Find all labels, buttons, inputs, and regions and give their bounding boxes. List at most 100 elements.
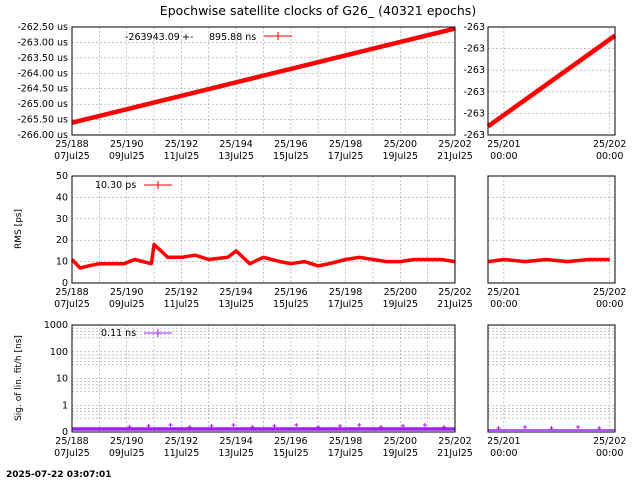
sig-point — [316, 425, 321, 429]
y-tick-label: 30 — [56, 214, 68, 225]
y-tick-label: 20 — [56, 235, 68, 246]
legend-value: 0.11 ns — [101, 328, 136, 339]
x-tick-time: 00:00 — [490, 151, 517, 162]
x-tick-time: 00:00 — [596, 299, 623, 310]
sig-point — [442, 425, 447, 429]
y-tick-label: -264.00 us — [17, 68, 68, 79]
x-tick-label: 25/196 — [274, 436, 307, 447]
sig-point — [294, 423, 299, 427]
x-tick-date: 13Jul25 — [218, 299, 254, 310]
panel-clock-main: -262.50 us -263.00 us -263.50 us -264.00 us… — [17, 22, 472, 162]
x-tick-label: 25/200 — [384, 139, 417, 150]
y-tick-label: -262.50 us — [17, 22, 68, 33]
sig-point — [127, 425, 132, 429]
x-tick-label: 25/200 — [384, 436, 417, 447]
y-axis-label: RMS [ps] — [14, 209, 24, 249]
sig-point — [575, 425, 580, 429]
clock-series-line — [71, 26, 456, 125]
x-tick-time: 00:00 — [596, 448, 623, 459]
sig-point — [146, 424, 151, 428]
x-tick-date: 19Jul25 — [382, 448, 418, 459]
x-tick-label: 25/190 — [110, 436, 143, 447]
x-tick-date: 17Jul25 — [328, 448, 364, 459]
y-tick-label: 0 — [62, 427, 68, 438]
x-tick-date: 11Jul25 — [164, 151, 200, 162]
y-tick-label: -265.00 us — [17, 99, 68, 110]
y-tick-label: 10 — [56, 374, 68, 385]
y-tick-label: -263 — [463, 87, 485, 98]
x-tick-label: 25/192 — [165, 436, 198, 447]
x-tick-date: 19Jul25 — [382, 151, 418, 162]
sig-point — [209, 424, 214, 428]
x-tick-time: 00:00 — [490, 448, 517, 459]
x-tick-label: 25/202 — [438, 436, 471, 447]
x-tick-date: 09Jul25 — [109, 448, 145, 459]
x-tick-date: 19Jul25 — [382, 299, 418, 310]
x-tick-date: 17Jul25 — [328, 299, 364, 310]
y-tick-label: -263.00 us — [17, 37, 68, 48]
y-tick-label: -263.50 us — [17, 53, 68, 64]
x-tick-date: 15Jul25 — [273, 448, 309, 459]
x-tick-label: 25/188 — [55, 436, 88, 447]
x-tick-date: 21Jul25 — [437, 151, 473, 162]
clock-zoom-series-line — [486, 33, 617, 129]
sig-point — [231, 423, 236, 427]
rms-series-line — [70, 242, 456, 270]
y-tick-label: -265.50 us — [17, 115, 68, 126]
x-tick-label: 25/194 — [219, 436, 252, 447]
legend-value: -263943.09 — [125, 32, 180, 43]
sig-point — [379, 425, 384, 429]
sig-point — [422, 423, 427, 427]
x-tick-label: 25/198 — [329, 436, 362, 447]
x-tick-label: 25/202 — [438, 139, 471, 150]
x-tick-date: 15Jul25 — [273, 299, 309, 310]
y-tick-label: -263 — [463, 65, 485, 76]
y-tick-label: -264.50 us — [17, 84, 68, 95]
x-tick-label: 25/190 — [110, 287, 143, 298]
rms-zoom-series-line — [487, 257, 610, 264]
sig-point — [357, 423, 362, 427]
x-tick-date: 21Jul25 — [437, 299, 473, 310]
panel-frame — [71, 175, 456, 284]
x-tick-label: 25/188 — [55, 139, 88, 150]
panel-clock-zoom: -263-263-263-263-263-263 25/20100:0025/2… — [463, 22, 626, 162]
y-tick-label: 0 — [62, 278, 68, 289]
y-tick-label: 1000 — [44, 320, 68, 331]
x-tick-label: 25/201 — [487, 436, 520, 447]
panel-frame — [487, 26, 616, 136]
y-tick-label: -263 — [463, 108, 485, 119]
sig-point — [496, 426, 501, 430]
chart-title: Epochwise satellite clocks of G26_ (4032… — [160, 3, 476, 18]
x-tick-date: 07Jul25 — [54, 151, 90, 162]
x-tick-label: 25/192 — [165, 287, 198, 298]
x-tick-label: 25/194 — [219, 139, 252, 150]
sig-point — [187, 425, 192, 429]
y-axis-label: Sig. of lin. fit/h [ns] — [14, 335, 24, 421]
x-tick-date: 07Jul25 — [54, 299, 90, 310]
y-tick-label: 1 — [62, 400, 68, 411]
y-tick-label: -266.00 us — [17, 130, 68, 141]
y-tick-label: 40 — [56, 192, 68, 203]
panel-frame — [487, 175, 616, 284]
x-tick-date: 09Jul25 — [109, 151, 145, 162]
x-tick-time: 00:00 — [596, 151, 623, 162]
timestamp: 2025-07-22 03:07:01 — [6, 470, 111, 480]
x-tick-label: 25/200 — [384, 287, 417, 298]
x-tick-date: 11Jul25 — [164, 299, 200, 310]
y-tick-label: 100 — [50, 347, 68, 358]
x-tick-date: 13Jul25 — [218, 448, 254, 459]
x-tick-label: 25/194 — [219, 287, 252, 298]
x-tick-label: 25/202 — [593, 287, 626, 298]
sig-point — [597, 426, 602, 430]
x-tick-label: 25/202 — [593, 436, 626, 447]
x-tick-label: 25/202 — [438, 287, 471, 298]
x-tick-label: 25/196 — [274, 287, 307, 298]
y-tick-label: 10 — [56, 257, 68, 268]
x-tick-date: 07Jul25 — [54, 448, 90, 459]
panel-frame — [71, 26, 456, 136]
x-tick-date: 13Jul25 — [218, 151, 254, 162]
y-tick-label: -263 — [463, 22, 485, 33]
